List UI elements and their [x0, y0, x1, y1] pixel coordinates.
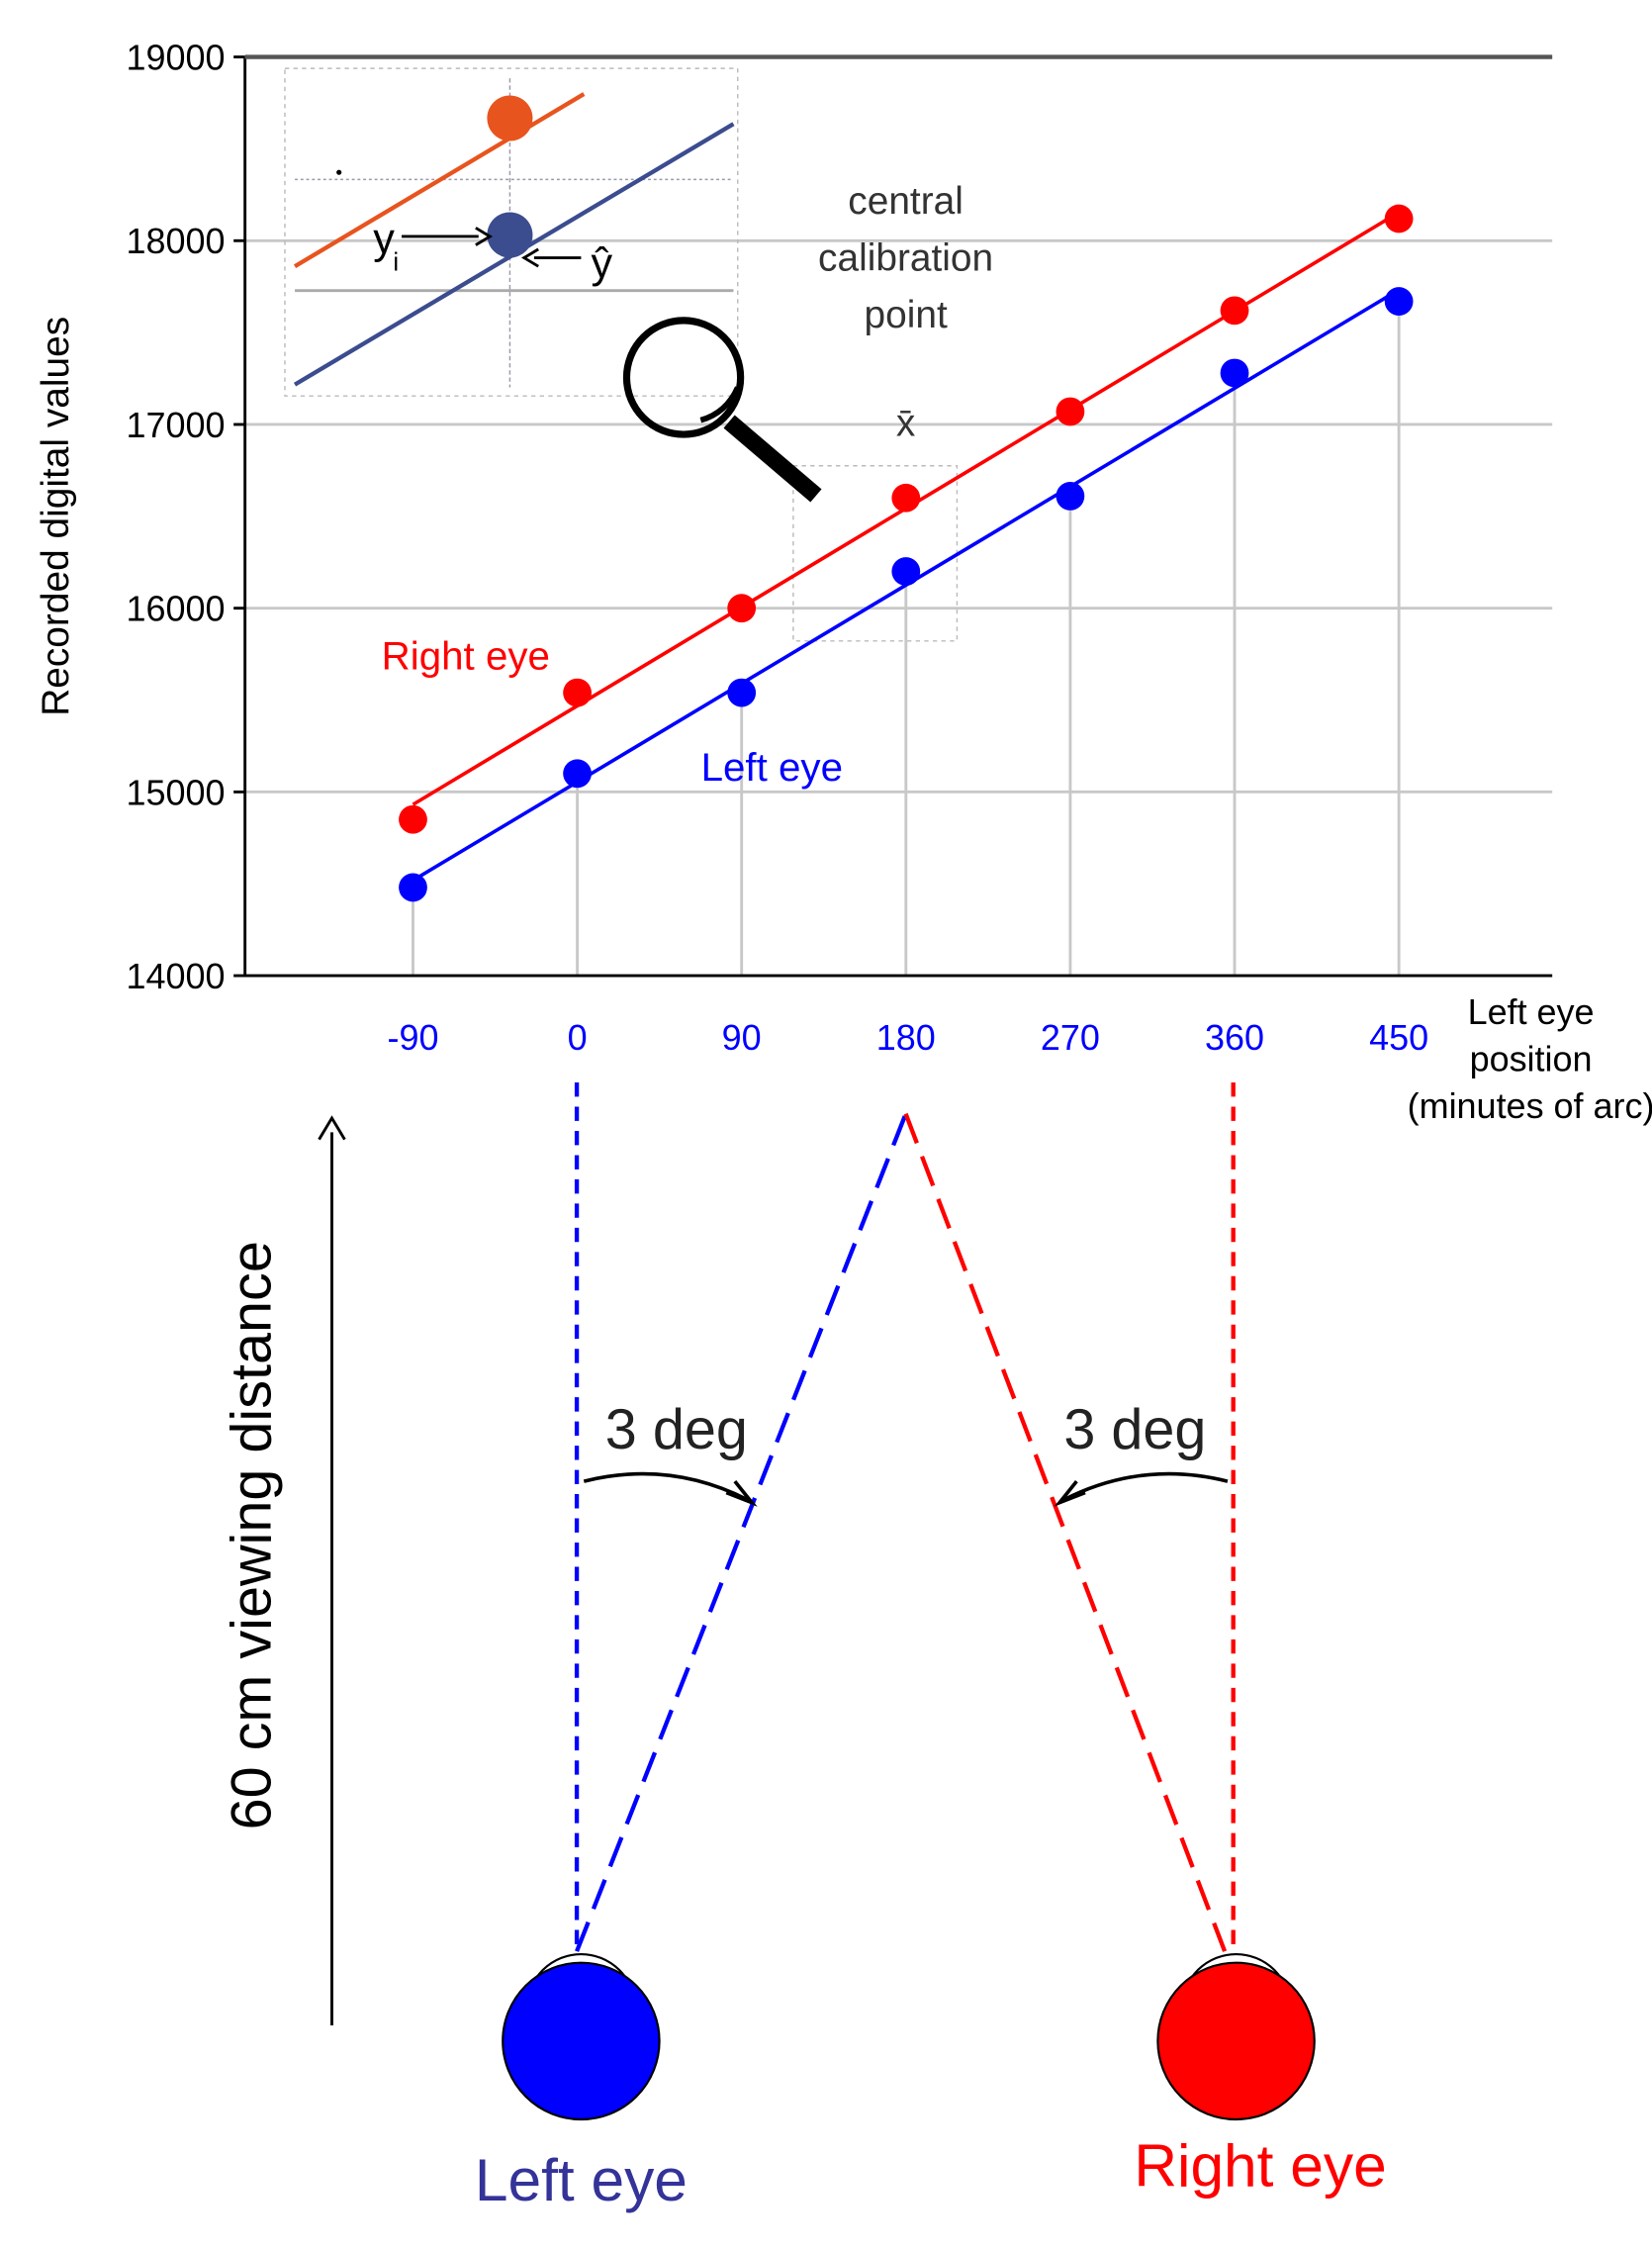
- x-tick-label: 90: [722, 1017, 762, 1058]
- inset-dot: [336, 169, 342, 175]
- inset: y i ŷ: [284, 67, 739, 397]
- magnifier: [622, 317, 959, 642]
- right-eye-label: Right eye: [1134, 2132, 1386, 2200]
- axes: [243, 56, 1553, 978]
- angle-arrow: [1054, 1479, 1086, 1507]
- inset-yi-sub: i: [393, 249, 399, 277]
- angle-arrow: [583, 1471, 749, 1502]
- inset-dot: [487, 212, 533, 258]
- inset-line: [293, 92, 586, 269]
- point: [563, 678, 592, 707]
- left-eye: [502, 1961, 661, 2121]
- point: [891, 557, 921, 586]
- x-axis-label: position: [1470, 1039, 1593, 1079]
- distance-arrow: [318, 1115, 346, 1141]
- point: [1055, 397, 1085, 426]
- x-tick-label: 180: [876, 1017, 936, 1058]
- angle-label: 3 deg: [1063, 1398, 1206, 1461]
- right-eye: [1156, 1961, 1316, 2121]
- diagram: 60 cm viewing distance 3 deg 3 deg Left …: [221, 1082, 1387, 2213]
- series-label: Left eye: [701, 745, 843, 790]
- point: [399, 873, 427, 902]
- point: [1220, 296, 1249, 326]
- inset-yhat: ŷ: [591, 240, 612, 288]
- series-label: Right eye: [382, 634, 550, 679]
- left-eye-label: Left eye: [475, 2146, 688, 2213]
- x-axis-label: (minutes of arc): [1408, 1085, 1652, 1126]
- annotation: calibration: [818, 237, 993, 280]
- annotation: central: [848, 180, 964, 223]
- inset-arrow: [475, 227, 494, 246]
- x-tick-label: 360: [1205, 1017, 1264, 1058]
- angle-label: 3 deg: [605, 1398, 748, 1461]
- inset-dot: [487, 95, 533, 141]
- y-axis-label: Recorded digital values: [35, 317, 77, 716]
- annotation: point: [864, 294, 947, 336]
- point: [1384, 287, 1414, 316]
- angle-arrow: [1062, 1471, 1229, 1502]
- point: [1055, 482, 1085, 511]
- point: [563, 759, 592, 789]
- y-tick-label: 14000: [126, 956, 225, 996]
- lens-handle: [723, 415, 822, 503]
- inset-arrow: [521, 247, 539, 268]
- y-tick-label: 15000: [126, 772, 225, 812]
- lens: [622, 317, 745, 438]
- inset-yi: y: [373, 216, 395, 263]
- x-tick-label: 0: [568, 1017, 588, 1058]
- mean-label: x̄: [896, 402, 916, 444]
- point: [727, 594, 757, 623]
- point: [891, 483, 921, 513]
- y-tick-label: 17000: [126, 405, 225, 445]
- y-tick-label: 19000: [126, 38, 225, 78]
- angle-arrow: [725, 1479, 758, 1507]
- sight-line: [903, 1112, 1228, 1952]
- x-tick-label: -90: [387, 1017, 438, 1058]
- point: [727, 678, 757, 707]
- distance-label: 60 cm viewing distance: [221, 1241, 284, 1829]
- x-tick-label: 270: [1041, 1017, 1100, 1058]
- point: [399, 804, 427, 834]
- x-tick-label: 450: [1369, 1017, 1428, 1058]
- y-tick-label: 18000: [126, 221, 225, 261]
- lens-glint: [699, 386, 741, 423]
- point: [1384, 204, 1414, 234]
- x-axis-label: Left eye: [1468, 991, 1595, 1032]
- point: [1220, 358, 1249, 388]
- y-tick-label: 16000: [126, 589, 225, 629]
- sight-line: [575, 1112, 908, 1952]
